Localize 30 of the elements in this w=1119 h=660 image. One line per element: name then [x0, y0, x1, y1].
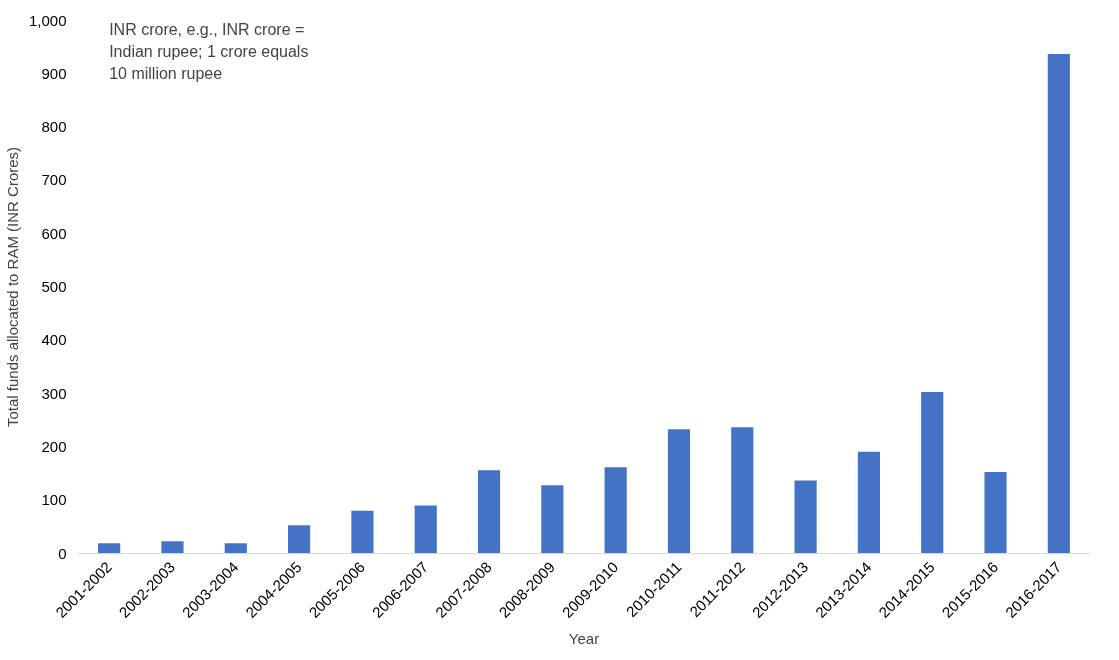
y-tick-label: 1,000: [28, 11, 67, 29]
bar: [667, 429, 691, 554]
y-tick-label: 900: [41, 64, 67, 82]
bar: [161, 541, 184, 554]
bar: [1047, 54, 1070, 554]
y-tick-label: 600: [41, 224, 67, 242]
y-tick-label: 300: [41, 384, 67, 402]
y-tick-label: 700: [41, 171, 67, 189]
y-tick-label: 500: [41, 278, 67, 295]
bar: [857, 451, 880, 554]
bar: [984, 471, 1007, 554]
bar: [98, 543, 121, 554]
y-tick-label: 400: [41, 331, 67, 349]
y-tick-label: 0: [58, 544, 67, 562]
bar: [351, 510, 374, 554]
x-axis-title: Year: [568, 630, 600, 648]
annotation: INR crore, e.g., INR crore = Indian rupee; 1 crore equals 10 million rupee: [109, 20, 309, 82]
y-tick-label: 200: [41, 437, 67, 455]
bar: [921, 392, 944, 554]
bar: [414, 505, 437, 554]
bar: [477, 470, 501, 554]
bar: [604, 467, 627, 554]
y-axis-title: Total funds allocated to RAM (INR Crores): [3, 146, 21, 428]
y-tick-label: 800: [41, 118, 67, 136]
bar: [288, 525, 311, 554]
bar: [224, 543, 247, 554]
bar: [541, 485, 564, 554]
bar: [794, 480, 817, 554]
bar: [731, 427, 754, 554]
y-tick-label: 100: [41, 491, 67, 509]
